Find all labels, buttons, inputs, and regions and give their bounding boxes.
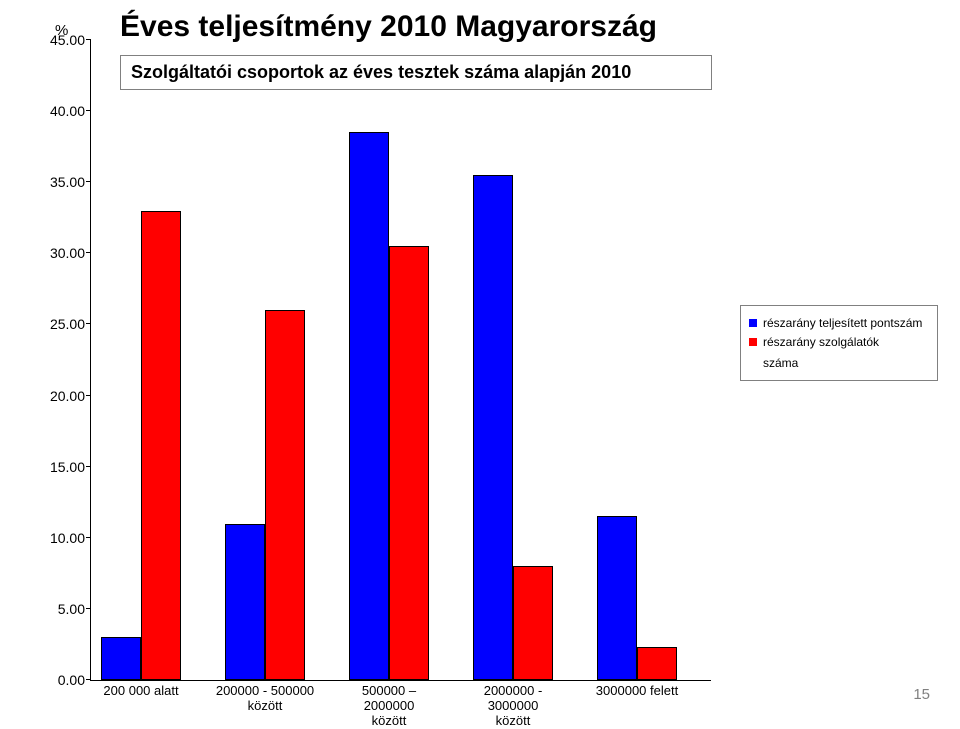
legend-swatch — [749, 338, 757, 346]
y-tick-mark — [86, 323, 91, 324]
bar-blue — [473, 175, 513, 680]
legend-extra-text: száma — [763, 356, 929, 370]
y-tick-label: 15.00 — [50, 459, 91, 475]
plot-area: 0.005.0010.0015.0020.0025.0030.0035.0040… — [90, 40, 711, 681]
legend-text: részarány szolgálatók — [763, 335, 929, 350]
x-tick-label: 500000 – 2000000között — [337, 680, 441, 729]
y-tick-label: 30.00 — [50, 245, 91, 261]
chart-title: Éves teljesítmény 2010 Magyarország — [120, 10, 657, 44]
bar-red — [389, 246, 429, 680]
y-tick-mark — [86, 110, 91, 111]
y-tick-label: 25.00 — [50, 316, 91, 332]
bar-blue — [225, 524, 265, 680]
bar-blue — [101, 637, 141, 680]
y-tick-label: 40.00 — [50, 103, 91, 119]
x-tick-label: 200 000 alatt — [89, 680, 193, 699]
x-tick-label: 3000000 felett — [585, 680, 689, 699]
bar-red — [513, 566, 553, 680]
page-number: 15 — [913, 686, 930, 703]
y-tick-mark — [86, 608, 91, 609]
y-tick-mark — [86, 466, 91, 467]
legend-item: részarány szolgálatók — [749, 335, 929, 350]
y-tick-mark — [86, 537, 91, 538]
legend: részarány teljesített pontszám részarány … — [740, 305, 938, 381]
y-tick-mark — [86, 181, 91, 182]
x-tick-label: 2000000 - 3000000között — [461, 680, 565, 729]
legend-item: részarány teljesített pontszám — [749, 316, 929, 331]
y-tick-label: 5.00 — [58, 601, 91, 617]
y-tick-label: 45.00 — [50, 32, 91, 48]
x-tick-label: 200000 - 500000között — [213, 680, 317, 714]
y-tick-mark — [86, 395, 91, 396]
y-tick-mark — [86, 252, 91, 253]
bar-red — [141, 211, 181, 680]
bar-blue — [349, 132, 389, 680]
slide: { "title": "Éves teljesítmény 2010 Magya… — [0, 0, 960, 717]
y-tick-label: 35.00 — [50, 174, 91, 190]
y-tick-mark — [86, 39, 91, 40]
legend-text: részarány teljesített pontszám — [763, 316, 929, 331]
y-tick-label: 20.00 — [50, 388, 91, 404]
bar-red — [637, 647, 677, 680]
y-tick-label: 0.00 — [58, 672, 91, 688]
legend-swatch — [749, 319, 757, 327]
y-tick-label: 10.00 — [50, 530, 91, 546]
bar-blue — [597, 516, 637, 680]
bar-red — [265, 310, 305, 680]
